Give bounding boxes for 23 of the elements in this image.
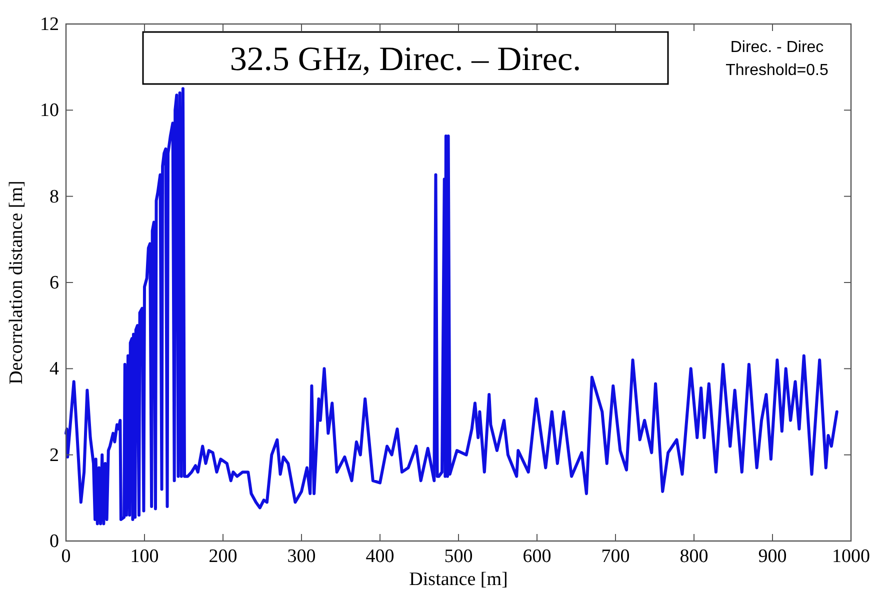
x-tick-label: 900 bbox=[758, 546, 787, 567]
x-tick-label: 600 bbox=[522, 546, 552, 567]
y-tick-label: 8 bbox=[50, 186, 59, 208]
y-tick-label: 12 bbox=[40, 14, 59, 35]
y-axis-title: Decorrelation distance [m] bbox=[6, 180, 27, 384]
x-tick-label: 400 bbox=[366, 546, 394, 567]
y-tick-label: 0 bbox=[50, 531, 59, 552]
x-tick-label: 800 bbox=[680, 546, 708, 567]
y-tick-label: 2 bbox=[50, 444, 59, 466]
annotation: Threshold=0.5 bbox=[726, 62, 828, 79]
x-tick-label: 200 bbox=[208, 546, 238, 567]
x-tick-label: 700 bbox=[601, 546, 630, 567]
x-tick-label: 1000 bbox=[832, 546, 870, 567]
y-tick-label: 4 bbox=[50, 358, 60, 380]
x-tick-label: 300 bbox=[287, 546, 316, 567]
annotation: Direc. - Direc bbox=[730, 39, 824, 56]
x-axis-title: Distance [m] bbox=[409, 569, 508, 590]
y-tick-label: 10 bbox=[40, 100, 59, 122]
text: 32.5 GHz, Direc. – Direc. bbox=[230, 41, 582, 78]
y-tick-label: 6 bbox=[50, 272, 59, 294]
line-series bbox=[64, 87, 838, 526]
x-tick-label: 100 bbox=[130, 546, 159, 567]
x-tick-label: 500 bbox=[444, 546, 473, 567]
